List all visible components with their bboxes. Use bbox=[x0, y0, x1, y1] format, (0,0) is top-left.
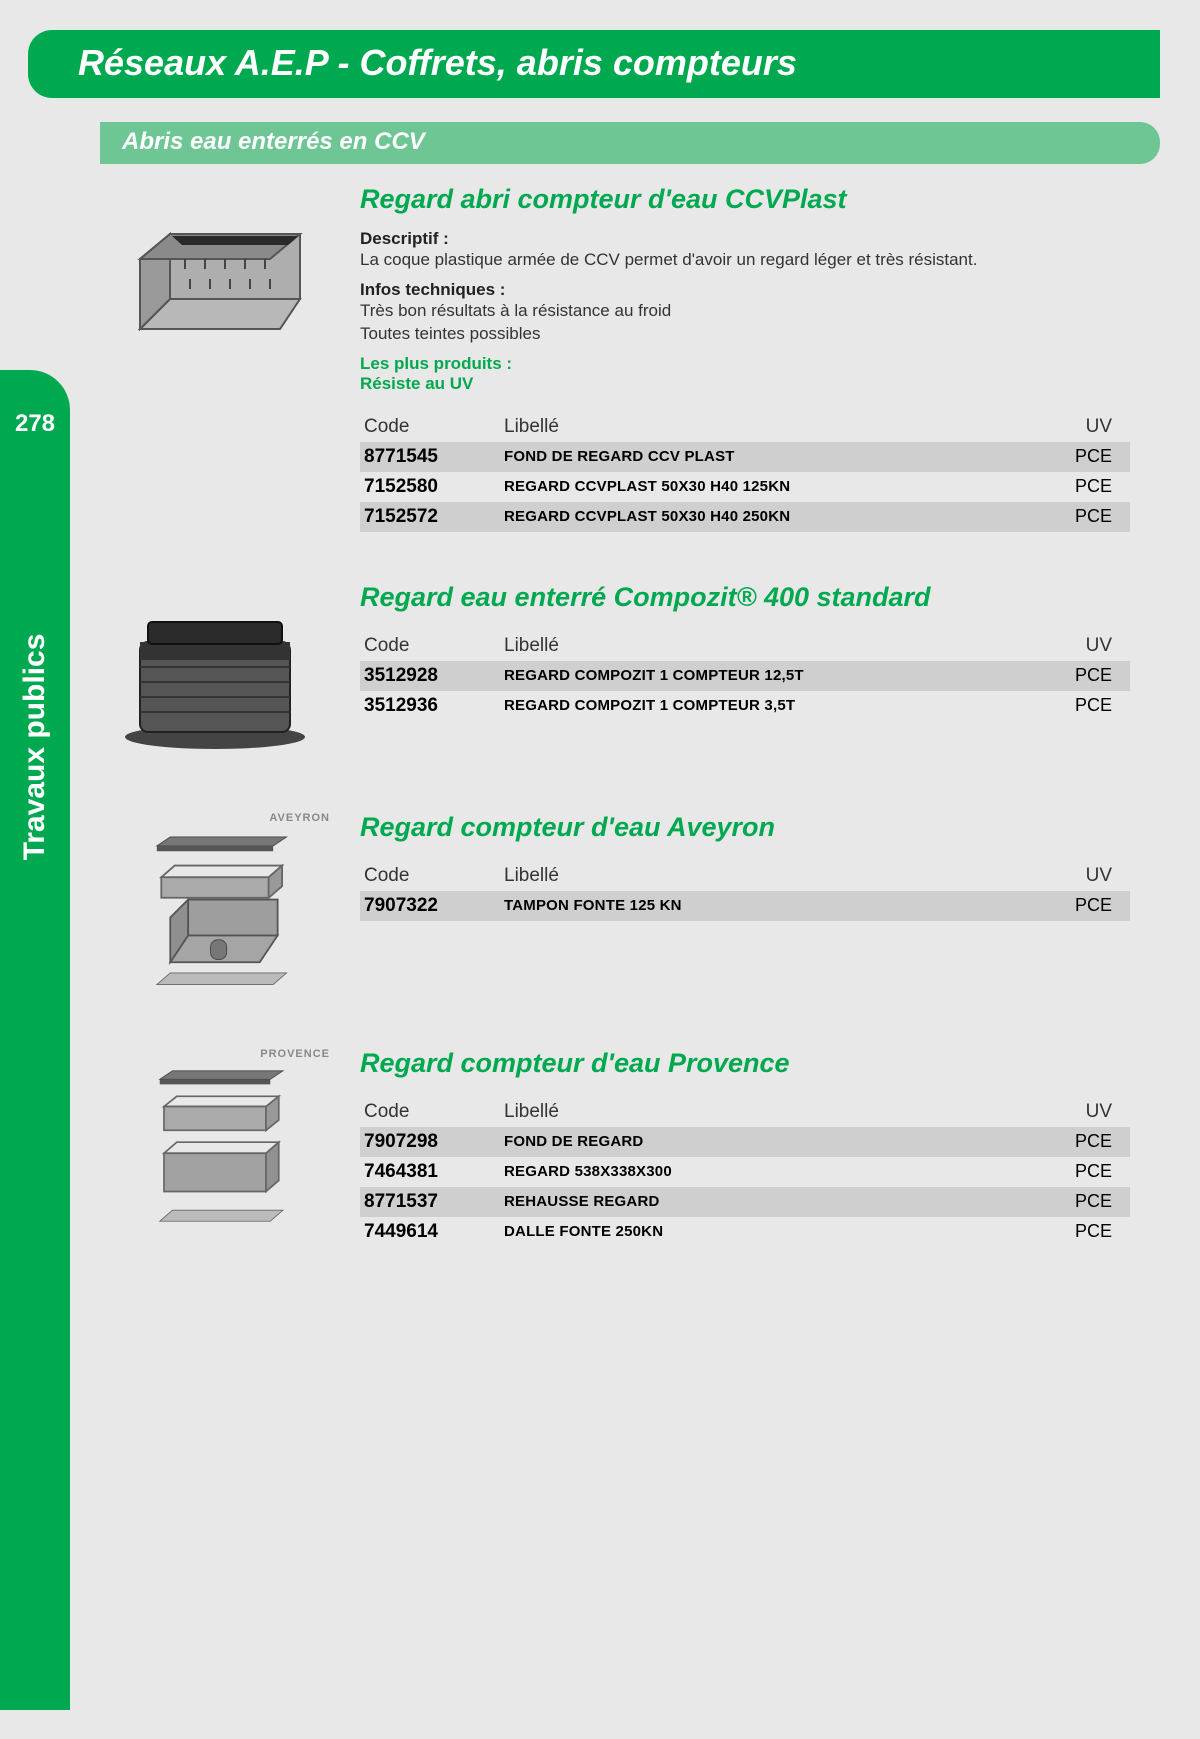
th-code: Code bbox=[360, 631, 500, 661]
cell-libelle: REGARD COMPOZIT 1 COMPTEUR 12,5T bbox=[500, 661, 1040, 691]
cell-uv: PCE bbox=[1040, 502, 1130, 532]
cell-libelle: DALLE FONTE 250KN bbox=[500, 1217, 1040, 1247]
provence-exploded-icon bbox=[110, 1064, 320, 1234]
cell-uv: PCE bbox=[1040, 1217, 1130, 1247]
product-table: Code Libellé UV 8771545FOND DE REGARD CC… bbox=[360, 412, 1130, 532]
cell-libelle: REHAUSSE REGARD bbox=[500, 1187, 1040, 1217]
table-body: 7907322TAMPON FONTE 125 KNPCE bbox=[360, 891, 1130, 921]
product-title: Regard compteur d'eau Aveyron bbox=[360, 812, 1130, 843]
product-body: Regard compteur d'eau Provence Code Libe… bbox=[360, 1048, 1160, 1247]
cell-libelle: TAMPON FONTE 125 KN bbox=[500, 891, 1040, 921]
cell-code: 3512936 bbox=[360, 691, 500, 721]
cell-libelle: FOND DE REGARD bbox=[500, 1127, 1040, 1157]
plus-text: Résiste au UV bbox=[360, 374, 1130, 394]
product-image bbox=[100, 184, 330, 364]
cell-code: 8771545 bbox=[360, 442, 500, 472]
cell-libelle: REGARD CCVPLAST 50X30 H40 250KN bbox=[500, 502, 1040, 532]
cell-libelle: REGARD 538X338X300 bbox=[500, 1157, 1040, 1187]
cell-uv: PCE bbox=[1040, 1127, 1130, 1157]
descriptif-label: Descriptif : bbox=[360, 229, 1130, 249]
infos-label: Infos techniques : bbox=[360, 280, 1130, 300]
cell-code: 7464381 bbox=[360, 1157, 500, 1187]
section-subheader: Abris eau enterrés en CCV bbox=[100, 122, 1160, 164]
plus-label: Les plus produits : bbox=[360, 354, 1130, 374]
product-block: Regard abri compteur d'eau CCVPlast Desc… bbox=[100, 184, 1160, 532]
descriptif-text: La coque plastique armée de CCV permet d… bbox=[360, 249, 1130, 272]
th-libelle: Libellé bbox=[500, 631, 1040, 661]
product-image bbox=[100, 582, 330, 762]
table-body: 7907298FOND DE REGARDPCE7464381REGARD 53… bbox=[360, 1127, 1130, 1247]
table-body: 3512928REGARD COMPOZIT 1 COMPTEUR 12,5TP… bbox=[360, 661, 1130, 721]
table-row: 7152580REGARD CCVPLAST 50X30 H40 125KNPC… bbox=[360, 472, 1130, 502]
table-row: 7464381REGARD 538X338X300PCE bbox=[360, 1157, 1130, 1187]
cell-code: 7152572 bbox=[360, 502, 500, 532]
compozit-box-icon bbox=[110, 587, 320, 757]
cell-uv: PCE bbox=[1040, 442, 1130, 472]
table-row: 3512936REGARD COMPOZIT 1 COMPTEUR 3,5TPC… bbox=[360, 691, 1130, 721]
ccvplast-box-icon bbox=[110, 189, 320, 359]
table-row: 7152572REGARD CCVPLAST 50X30 H40 250KNPC… bbox=[360, 502, 1130, 532]
cell-code: 8771537 bbox=[360, 1187, 500, 1217]
cell-uv: PCE bbox=[1040, 1187, 1130, 1217]
cell-code: 7907298 bbox=[360, 1127, 500, 1157]
cell-code: 7152580 bbox=[360, 472, 500, 502]
section-vertical-label: Travaux publics bbox=[18, 634, 52, 861]
product-block: Regard eau enterré Compozit® 400 standar… bbox=[100, 582, 1160, 762]
th-uv: UV bbox=[1040, 1097, 1130, 1127]
cell-uv: PCE bbox=[1040, 891, 1130, 921]
th-libelle: Libellé bbox=[500, 1097, 1040, 1127]
product-image: AVEYRON bbox=[100, 812, 330, 998]
page-number: 278 bbox=[0, 370, 70, 438]
table-row: 8771545FOND DE REGARD CCV PLASTPCE bbox=[360, 442, 1130, 472]
th-code: Code bbox=[360, 1097, 500, 1127]
product-table: Code Libellé UV 7907298FOND DE REGARDPCE… bbox=[360, 1097, 1130, 1247]
th-code: Code bbox=[360, 861, 500, 891]
product-table: Code Libellé UV 3512928REGARD COMPOZIT 1… bbox=[360, 631, 1130, 721]
cell-libelle: REGARD COMPOZIT 1 COMPTEUR 3,5T bbox=[500, 691, 1040, 721]
table-row: 7449614DALLE FONTE 250KNPCE bbox=[360, 1217, 1130, 1247]
infos-text: Très bon résultats à la résistance au fr… bbox=[360, 300, 1130, 346]
table-row: 8771537REHAUSSE REGARDPCE bbox=[360, 1187, 1130, 1217]
th-uv: UV bbox=[1040, 861, 1130, 891]
th-libelle: Libellé bbox=[500, 861, 1040, 891]
cell-code: 3512928 bbox=[360, 661, 500, 691]
cell-code: 7907322 bbox=[360, 891, 500, 921]
table-row: 7907322TAMPON FONTE 125 KNPCE bbox=[360, 891, 1130, 921]
product-title: Regard compteur d'eau Provence bbox=[360, 1048, 1130, 1079]
product-title: Regard abri compteur d'eau CCVPlast bbox=[360, 184, 1130, 215]
product-table: Code Libellé UV 7907322TAMPON FONTE 125 … bbox=[360, 861, 1130, 921]
table-body: 8771545FOND DE REGARD CCV PLASTPCE715258… bbox=[360, 442, 1130, 532]
cell-uv: PCE bbox=[1040, 661, 1130, 691]
th-code: Code bbox=[360, 412, 500, 442]
side-tab: 278 Travaux publics bbox=[0, 370, 70, 1710]
cell-uv: PCE bbox=[1040, 1157, 1130, 1187]
th-uv: UV bbox=[1040, 631, 1130, 661]
th-uv: UV bbox=[1040, 412, 1130, 442]
aveyron-exploded-icon bbox=[110, 828, 320, 998]
table-row: 3512928REGARD COMPOZIT 1 COMPTEUR 12,5TP… bbox=[360, 661, 1130, 691]
product-badge: AVEYRON bbox=[269, 812, 330, 824]
catalog-page: Réseaux A.E.P - Coffrets, abris compteur… bbox=[0, 0, 1200, 1739]
cell-uv: PCE bbox=[1040, 472, 1130, 502]
page-header: Réseaux A.E.P - Coffrets, abris compteur… bbox=[28, 30, 1160, 98]
product-image: PROVENCE bbox=[100, 1048, 330, 1234]
product-body: Regard compteur d'eau Aveyron Code Libel… bbox=[360, 812, 1160, 921]
product-title: Regard eau enterré Compozit® 400 standar… bbox=[360, 582, 1130, 613]
product-badge: PROVENCE bbox=[260, 1048, 330, 1060]
th-libelle: Libellé bbox=[500, 412, 1040, 442]
table-row: 7907298FOND DE REGARDPCE bbox=[360, 1127, 1130, 1157]
cell-libelle: REGARD CCVPLAST 50X30 H40 125KN bbox=[500, 472, 1040, 502]
cell-code: 7449614 bbox=[360, 1217, 500, 1247]
page-header-title: Réseaux A.E.P - Coffrets, abris compteur… bbox=[78, 42, 797, 83]
product-body: Regard eau enterré Compozit® 400 standar… bbox=[360, 582, 1160, 721]
product-block: AVEYRON Regard compteur d'eau Aveyron bbox=[100, 812, 1160, 998]
cell-uv: PCE bbox=[1040, 691, 1130, 721]
product-body: Regard abri compteur d'eau CCVPlast Desc… bbox=[360, 184, 1160, 532]
section-subheader-title: Abris eau enterrés en CCV bbox=[122, 128, 425, 155]
cell-libelle: FOND DE REGARD CCV PLAST bbox=[500, 442, 1040, 472]
product-block: PROVENCE Regard compteur d'eau Provence bbox=[100, 1048, 1160, 1247]
content-area: Regard abri compteur d'eau CCVPlast Desc… bbox=[100, 164, 1160, 1247]
